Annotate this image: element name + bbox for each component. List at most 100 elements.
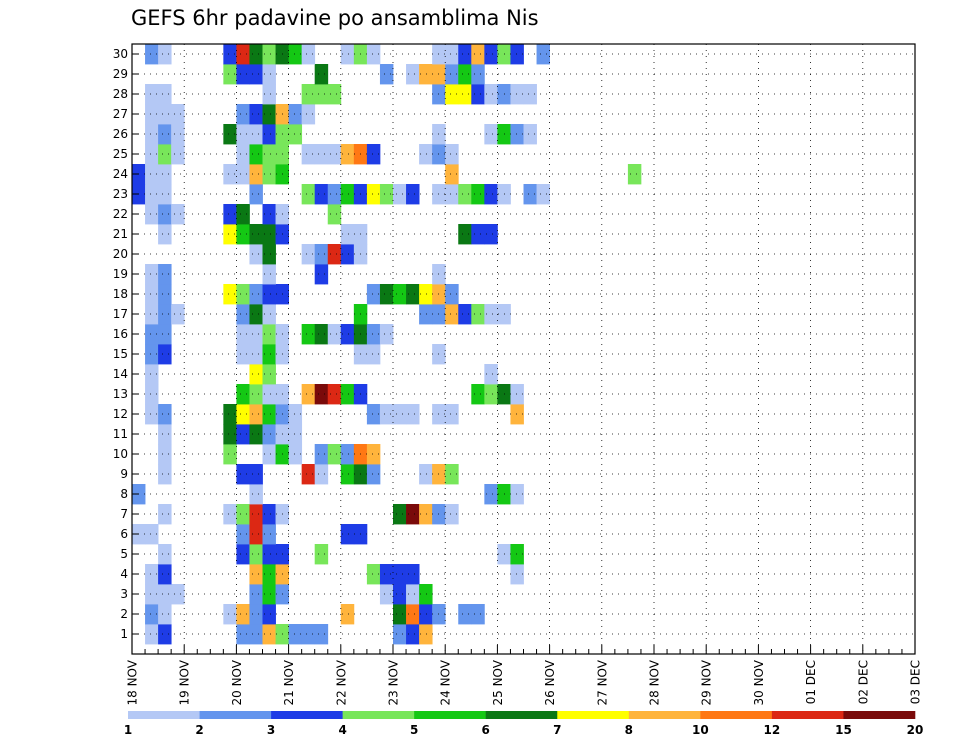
heatmap-cell — [445, 84, 459, 105]
heatmap-cell — [314, 444, 329, 465]
heatmap-cell — [379, 564, 394, 585]
heatmap-cell — [249, 604, 263, 625]
heatmap-cell — [145, 524, 159, 545]
heatmap-cell — [458, 604, 472, 625]
heatmap-cell — [406, 584, 420, 605]
y-tick-label: 19 — [113, 267, 128, 281]
heatmap-cell — [236, 204, 250, 225]
heatmap-cell — [406, 604, 420, 625]
heatmap-cell — [249, 64, 263, 85]
heatmap-cell — [236, 324, 250, 345]
heatmap-cell — [301, 44, 316, 65]
heatmap-cell — [288, 124, 303, 145]
heatmap-cell — [158, 544, 172, 565]
heatmap-cell — [458, 64, 472, 85]
heatmap-cell — [393, 404, 407, 425]
heatmap-cell — [406, 624, 420, 645]
colorbar-legend: 1 2 3 4 5 6 7 8 10 12 15 20 — [124, 711, 923, 737]
heatmap-cell — [236, 604, 250, 625]
heatmap-cell — [484, 84, 498, 105]
heatmap-cell — [145, 284, 159, 305]
heatmap-cell — [471, 604, 485, 625]
heatmap-cell — [327, 324, 342, 345]
heatmap-cell — [366, 344, 381, 365]
heatmap-cell — [406, 504, 420, 525]
heatmap-cell — [288, 444, 303, 465]
y-tick-label: 5 — [120, 547, 128, 561]
heatmap-cell — [301, 624, 316, 645]
heatmap-cell — [262, 44, 276, 65]
y-tick-label: 20 — [113, 247, 128, 261]
heatmap-cell — [340, 384, 355, 405]
heatmap-cell — [366, 44, 381, 65]
y-tick-label: 29 — [113, 67, 128, 81]
heatmap-cell — [445, 304, 459, 325]
heatmap-cell — [314, 84, 329, 105]
heatmap-cell — [262, 364, 276, 385]
heatmap-cell — [484, 184, 498, 205]
x-tick-label: 22 NOV — [334, 659, 348, 705]
heatmap-cell — [484, 484, 498, 505]
x-tick-label: 23 NOV — [387, 659, 401, 705]
heatmap-cell — [171, 124, 185, 145]
heatmap-cell — [236, 224, 250, 245]
heatmap-cell — [301, 104, 316, 125]
colorbar-label: 12 — [764, 723, 781, 737]
heatmap-cell — [249, 104, 263, 125]
heatmap-cell — [406, 64, 420, 85]
chart-title: GEFS 6hr padavine po ansamblima Nis — [131, 6, 539, 30]
heatmap-cell — [340, 244, 355, 265]
heatmap-cell — [471, 384, 485, 405]
heatmap-cell — [249, 424, 263, 445]
heatmap-cell — [171, 104, 185, 125]
y-tick-label: 17 — [113, 307, 128, 321]
heatmap-cell — [314, 184, 329, 205]
heatmap-cell — [223, 204, 237, 225]
heatmap-cell — [406, 184, 420, 205]
heatmap-cell — [314, 544, 329, 565]
heatmap-cell — [249, 584, 263, 605]
y-tick-label: 25 — [113, 147, 128, 161]
heatmap-cell — [249, 124, 263, 145]
y-tick-label: 1 — [120, 627, 128, 641]
colorbar-swatch — [628, 711, 701, 719]
heatmap-cell — [249, 564, 263, 585]
heatmap-cell — [158, 284, 172, 305]
colorbar-label: 3 — [267, 723, 275, 737]
heatmap-cell — [249, 404, 263, 425]
heatmap-cell — [223, 444, 237, 465]
heatmap-cell — [379, 64, 394, 85]
heatmap-cell — [406, 404, 420, 425]
heatmap-cell — [288, 624, 303, 645]
y-tick-label: 18 — [113, 287, 128, 301]
heatmap-cell — [301, 384, 316, 405]
heatmap-cell — [419, 624, 433, 645]
heatmap-cell — [145, 344, 159, 365]
heatmap-cell — [340, 184, 355, 205]
heatmap-cell — [445, 464, 459, 485]
heatmap-cell — [223, 504, 237, 525]
heatmap-cell — [236, 384, 250, 405]
heatmap-cell — [249, 284, 263, 305]
heatmap-cell — [145, 184, 159, 205]
heatmap-cell — [236, 304, 250, 325]
heatmap-cell — [419, 64, 433, 85]
heatmap-cell — [366, 144, 381, 165]
heatmap-cell — [366, 324, 381, 345]
heatmap-cell — [145, 404, 159, 425]
heatmap-cell — [249, 544, 263, 565]
colorbar-swatch — [342, 711, 415, 719]
heatmap-cell — [262, 524, 276, 545]
heatmap-cell — [158, 124, 172, 145]
heatmap-cell — [262, 284, 276, 305]
heatmap-cell — [262, 264, 276, 285]
heatmap-cell — [249, 44, 263, 65]
heatmap-cell — [262, 244, 276, 265]
heatmap-cell — [223, 124, 237, 145]
heatmap-cell — [262, 164, 276, 185]
colorbar-label: 7 — [553, 723, 561, 737]
y-tick-label: 24 — [113, 167, 128, 181]
x-axis: 18 NOV 19 NOV 20 NOV 21 NOV 22 NOV 23 NOV 24 N… — [126, 645, 923, 706]
heatmap-cell — [249, 304, 263, 325]
heatmap-cell — [366, 464, 381, 485]
